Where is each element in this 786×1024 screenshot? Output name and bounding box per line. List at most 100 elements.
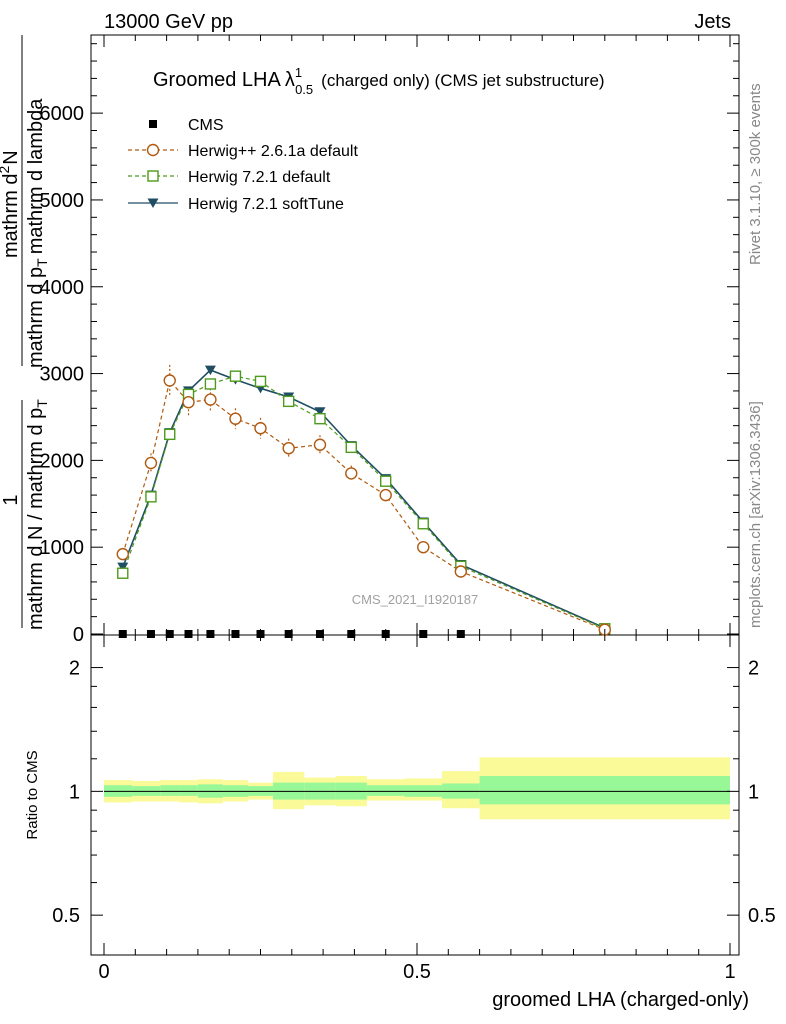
herwigpp-point [229, 412, 242, 425]
cms-data-point [347, 630, 356, 638]
ratio-inner-band-bin [479, 775, 730, 805]
watermark-label: CMS_2021_I1920187 [352, 592, 479, 607]
herwig721-point [345, 441, 357, 454]
series-line-3 [122, 369, 606, 629]
herwig721-point [314, 413, 326, 425]
header-left: 13000 GeV pp [104, 11, 233, 33]
cms-data-point [315, 630, 324, 638]
ylabel-denominator-two-sub: T [34, 258, 50, 267]
main-ylabel: 1 mathrm d N / mathrm d pT mathrm d2N ma… [0, 35, 50, 630]
herwigpp-point [144, 456, 158, 470]
ratio-ytick-label-left: 0.5 [52, 905, 80, 927]
legend-label: Herwig++ 2.6.1a default [188, 143, 358, 160]
herwigpp-point [204, 393, 217, 406]
herwig721-point [254, 375, 267, 388]
plot-title: Groomed LHA λ1 0.5 (charged only) (CMS jet … [153, 65, 605, 97]
legend-label: Herwig 7.2.1 softTune [188, 196, 344, 213]
ylabel-denominator-two-text: mathrm d p [25, 267, 47, 368]
softtune-point [147, 198, 159, 208]
herwig721-point [147, 170, 159, 182]
ratio-inner-band-bin [366, 785, 405, 796]
ratio-inner-band-bin [160, 785, 180, 796]
cms-data-point [284, 630, 293, 638]
herwig721-point [282, 395, 295, 408]
mcplots-label: mcplots.cern.ch [arXiv:1306.3436] [747, 401, 764, 628]
header-right: Jets [694, 11, 731, 33]
cms-data-point [184, 630, 193, 638]
ratio-panel-frame [90, 634, 740, 956]
herwigpp-point [345, 467, 358, 480]
herwigpp-point [454, 565, 468, 578]
legend-label: Herwig 7.2.1 default [188, 169, 331, 186]
ylabel-denominator-two: mathrm d pTmathrm d lambda [25, 98, 50, 368]
ylabel-denominator-one-text: mathrm d N / mathrm d p [25, 408, 47, 630]
herwigpp-point [417, 540, 430, 554]
cms-data-point [149, 120, 157, 128]
herwigpp-point [116, 547, 129, 561]
axes-ticks: 0 1000 2000 3000 4000 5000 6000 0 0.5 1 0.5 0.5 1 1 2 2 [40, 35, 776, 983]
herwig721-point [417, 518, 429, 530]
ratio-bands [104, 757, 730, 820]
ratio-ytick-label-left: 1 [69, 781, 80, 803]
herwig721-point [164, 428, 176, 441]
ylabel-denominator-one: mathrm d N / mathrm d pT [25, 399, 50, 630]
cms-data-point [146, 630, 155, 638]
ylabel-numerator-two-rest: N [0, 150, 22, 164]
ratio-ylabel: Ratio to CMS [24, 750, 41, 839]
cms-data-point [231, 630, 240, 638]
herwigpp-point [282, 442, 295, 455]
plot-title-suffix: (charged only) (CMS jet substructure) [321, 71, 604, 90]
cms-data-point [165, 630, 174, 638]
ratio-ytick-label-right: 1 [748, 781, 759, 803]
ratio-xtick-label: 0.5 [403, 961, 431, 983]
cms-data-point [456, 630, 465, 638]
plot-title-sup: 1 [295, 65, 302, 80]
legend-label: CMS [188, 117, 224, 134]
softtune-point [117, 562, 129, 573]
herwigpp-point [379, 488, 392, 502]
plot-title-sub: 0.5 [295, 82, 313, 97]
main-ytick-label: 0 [73, 624, 84, 646]
cms-data-point [419, 630, 428, 638]
ratio-xtick-label: 0 [98, 961, 109, 983]
herwig721-point [117, 567, 129, 579]
ylabel-numerator-two-sup: 2 [0, 166, 12, 174]
herwigpp-point [182, 396, 195, 409]
main-series [116, 364, 611, 638]
main-ytick-label: 3000 [40, 364, 85, 386]
herwig721-point [145, 491, 157, 503]
softtune-point [314, 407, 326, 417]
ratio-xtick-label: 1 [724, 961, 735, 983]
legend: CMS Herwig++ 2.6.1a default Herwig 7.2.1 d… [128, 117, 358, 213]
main-ytick-label: 5000 [40, 190, 85, 212]
herwig721-point [380, 475, 392, 487]
softtune-point [204, 365, 216, 376]
herwigpp-point [313, 438, 327, 451]
main-ytick-label: 2000 [40, 450, 85, 472]
ratio-ytick-label-right: 0.5 [748, 905, 776, 927]
ylabel-numerator-two-text: mathrm d [0, 174, 22, 258]
herwig721-point [229, 370, 242, 382]
plot-title-lambda: λ [285, 69, 295, 91]
herwigpp-point [146, 143, 160, 157]
rivet-label: Rivet 3.1.10, ≥ 300k events [747, 83, 764, 265]
ratio-ytick-label-left: 2 [69, 658, 80, 680]
plot-title-main: Groomed LHA [153, 69, 281, 91]
x-axis-label: groomed LHA (charged-only) [492, 989, 749, 1011]
cms-data-point [206, 630, 215, 638]
herwig721-point [204, 378, 217, 390]
herwigpp-point [254, 422, 267, 435]
main-ytick-label: 1000 [40, 537, 85, 559]
ylabel-denominator-two-rest: mathrm d lambda [25, 98, 47, 254]
ratio-ytick-label-right: 2 [748, 658, 759, 680]
ratio-inner-band-bin [179, 785, 198, 796]
ylabel-numerator-two: mathrm d2 N [0, 150, 22, 258]
main-ytick-label: 6000 [40, 103, 85, 125]
ylabel-numerator-one: 1 [0, 494, 22, 505]
cms-data-point [118, 630, 127, 638]
ylabel-denominator-one-sub: T [34, 399, 50, 408]
main-ytick-label: 4000 [40, 277, 85, 299]
herwigpp-point [163, 374, 176, 387]
series-line-2 [122, 375, 606, 630]
